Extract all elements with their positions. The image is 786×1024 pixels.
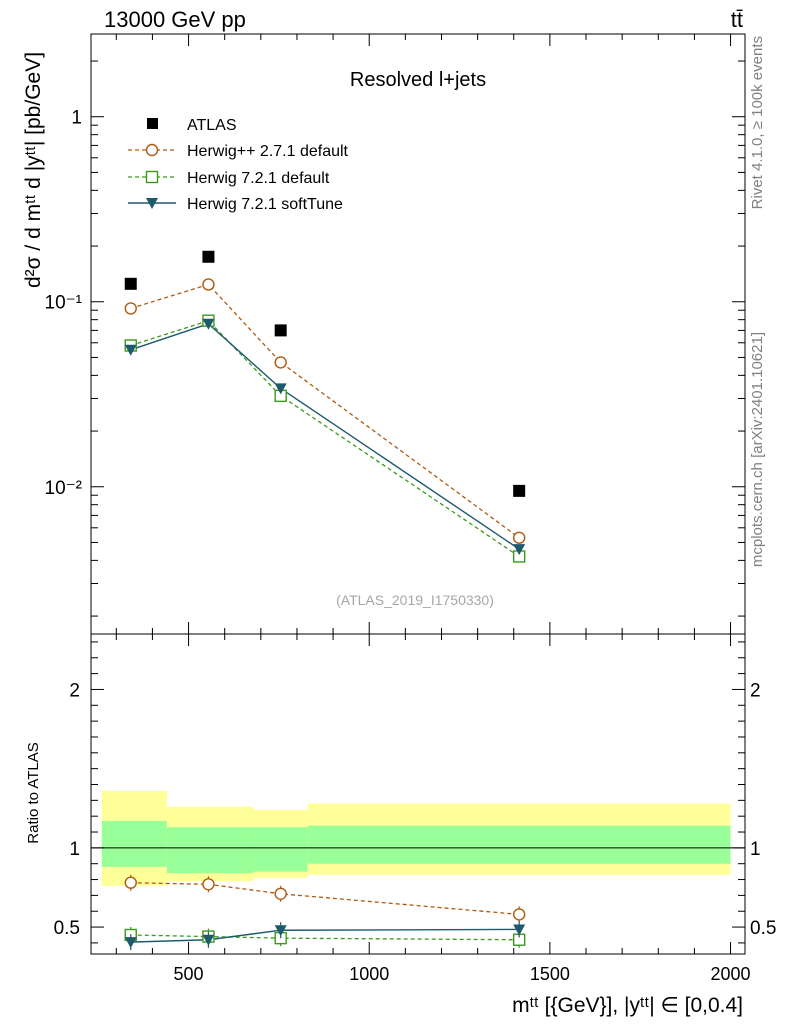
ratio-y-axis-label: Ratio to ATLAS xyxy=(25,742,42,843)
main-point-herwigpp-2 xyxy=(274,356,287,369)
main-point-data-3 xyxy=(513,484,526,497)
ratio-y-tick-label-left-0.5: 0.5 xyxy=(54,918,80,939)
ratio-y-tick-label-right-1: 1 xyxy=(750,839,761,860)
ratio-y-tick-label-right-0.5: 0.5 xyxy=(750,918,776,939)
band-inner-1 xyxy=(166,827,254,874)
ratio-line-herwigpp xyxy=(130,882,520,916)
main-y-tick-label-10⁻¹: 10⁻¹ xyxy=(45,293,83,314)
rivet-label: Rivet 4.1.0, ≥ 100k events xyxy=(749,36,766,209)
series-markers xyxy=(124,250,526,951)
ratio-line-softtune xyxy=(130,928,520,943)
main-line-softtune xyxy=(130,322,520,550)
main-y-axis-label: d²σ / d mᵗᵗ d |yᵗᵗ| [pb/GeV] xyxy=(22,52,45,288)
series-lines xyxy=(130,283,520,943)
ratio-point-softtune-0 xyxy=(124,937,137,949)
beam-label: 13000 GeV pp xyxy=(104,7,246,32)
x-axis-label: mᵗᵗ [{GeV}], |yᵗᵗ| ∈ [0,0.4] xyxy=(512,994,743,1017)
band-inner-0 xyxy=(101,820,167,867)
band-inner-2 xyxy=(253,827,308,872)
main-line-herwigpp xyxy=(130,283,520,539)
axis-tick-labels: 500 1000 1500 2000 1 10⁻¹ 10⁻² 0.5 0.5 1 1 2 2 xyxy=(45,108,777,984)
legend-label-herwigpp: Herwig++ 2.7.1 default xyxy=(187,143,349,160)
legend-label-herwig721: Herwig 7.2.1 default xyxy=(187,170,330,187)
main-point-softtune-0 xyxy=(124,344,137,356)
ratio-point-herwigpp-0 xyxy=(124,876,137,889)
main-line-herwig721 xyxy=(130,319,520,557)
analysis-tag: (ATLAS_2019_I1750330) xyxy=(336,592,494,608)
ratio-point-softtune-3 xyxy=(513,924,526,936)
x-tick-label-500: 500 xyxy=(174,964,204,984)
ratio-point-softtune-1 xyxy=(202,934,215,946)
band-inner-3 xyxy=(307,825,731,864)
x-tick-label-2000: 2000 xyxy=(711,964,751,984)
process-label: tt̄ xyxy=(731,7,743,32)
main-point-data-2 xyxy=(274,324,287,337)
ratio-point-herwigpp-2 xyxy=(274,887,287,901)
legend-marker-atlas xyxy=(147,118,158,129)
legend-marker-softtune xyxy=(146,198,158,209)
legend-marker-herwigpp xyxy=(145,143,159,157)
main-point-herwigpp-3 xyxy=(512,531,526,544)
ratio-y-tick-label-left-1: 1 xyxy=(69,839,80,860)
main-point-data-1 xyxy=(202,250,215,263)
ratio-plot-frame xyxy=(90,633,746,955)
main-point-herwigpp-0 xyxy=(124,302,137,315)
x-tick-label-1000: 1000 xyxy=(349,964,389,984)
legend-label-softtune: Herwig 7.2.1 softTune xyxy=(187,196,343,213)
ratio-point-softtune-2 xyxy=(274,925,287,937)
legend-label-atlas: ATLAS xyxy=(187,117,237,134)
main-y-tick-label-1: 1 xyxy=(71,108,82,129)
main-point-softtune-1 xyxy=(202,318,215,330)
ratio-y-tick-label-left-2: 2 xyxy=(69,680,80,701)
main-point-softtune-3 xyxy=(513,544,526,556)
x-tick-label-1500: 1500 xyxy=(530,964,570,984)
main-y-tick-label-10⁻²: 10⁻² xyxy=(45,478,83,499)
ratio-point-herwigpp-1 xyxy=(202,878,215,891)
chart-title: Resolved l+jets xyxy=(350,69,486,91)
main-point-data-0 xyxy=(124,277,137,290)
legend: ATLAS Herwig++ 2.7.1 default Herwig 7.2.… xyxy=(128,117,349,213)
axis-ticks xyxy=(91,34,745,954)
legend-marker-herwig721 xyxy=(145,170,159,184)
uncertainty-bands xyxy=(91,790,745,886)
ratio-line-herwig721 xyxy=(130,934,520,941)
ratio-y-tick-label-right-2: 2 xyxy=(750,680,761,701)
ratio-point-herwigpp-3 xyxy=(512,908,526,921)
main-point-herwigpp-1 xyxy=(202,278,215,291)
mcplots-label: mcplots.cern.ch [arXiv:2401.10621] xyxy=(749,332,766,567)
main-point-softtune-2 xyxy=(274,383,287,395)
